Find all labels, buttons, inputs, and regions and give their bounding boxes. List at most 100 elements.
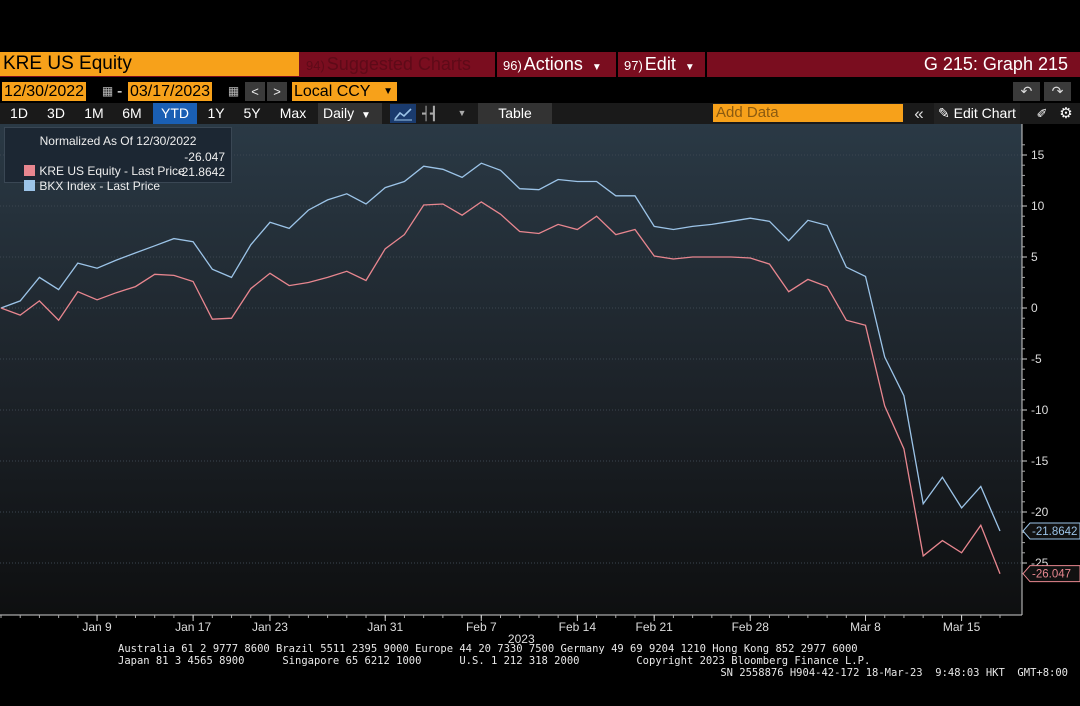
bar-chart-button[interactable]: ┥┫ (420, 104, 440, 123)
menu-divider (495, 52, 497, 77)
redo-button[interactable]: ↷ (1044, 82, 1071, 101)
legend-value: -21.8642 (177, 165, 225, 179)
legend-swatch (24, 180, 36, 191)
range-1d-button[interactable]: 1D (10, 105, 28, 121)
last-value-tag-box (1022, 565, 1080, 583)
range-5y-button[interactable]: 5Y (243, 105, 261, 121)
frequency-select[interactable]: Daily ▼ (318, 103, 382, 124)
last-value-tag: -21.8642 (1022, 522, 1080, 540)
legend-value: -26.047 (184, 150, 225, 164)
collapse-button[interactable]: « (907, 103, 931, 124)
edit-label: Edit (644, 54, 676, 74)
x-axis: Jan 9 Jan 17 Jan 23 Jan 31 Feb 7 Feb 14 Feb 21… (0, 614, 1022, 646)
legend-label: KRE US Equity - Last Price (39, 164, 185, 178)
y-tick-label: -10 (1031, 403, 1049, 417)
range-1m-button[interactable]: 1M (84, 105, 104, 121)
y-tick-label: 0 (1031, 301, 1038, 315)
last-value-tag-text: -26.047 (1032, 569, 1071, 581)
chart-type-dropdown[interactable]: ▼ (452, 104, 472, 123)
actions-menu[interactable]: 96) Actions ▼ (503, 52, 602, 76)
footer-contacts-line1: Australia 61 2 9777 8600 Brazil 5511 239… (118, 643, 858, 655)
series-line-bkx (0, 162, 1001, 532)
y-tick-label: -15 (1031, 454, 1049, 468)
settings-button[interactable]: ⚙ (1055, 103, 1077, 124)
edit-menu[interactable]: 97) Edit ▼ (624, 52, 695, 76)
chevron-down-icon: ▼ (684, 62, 695, 73)
add-data-input[interactable]: Add Data (713, 104, 903, 122)
legend-swatch (24, 165, 36, 176)
legend-header: Normalized As Of 12/30/2022 (39, 134, 197, 148)
x-tick-label: Mar 15 (943, 620, 981, 634)
chevron-down-icon: ▼ (361, 110, 371, 121)
y-tick-label: -20 (1031, 505, 1049, 519)
legend[interactable]: Normalized As Of 12/30/2022 KRE US Equit… (4, 127, 232, 193)
chevron-down-icon: ▼ (591, 62, 602, 73)
range-max-button[interactable]: Max (279, 105, 307, 121)
x-tick-label: Jan 17 (175, 620, 211, 634)
double-chevron-left-icon: « (914, 104, 924, 123)
actions-label: Actions (523, 54, 583, 74)
last-value-tag-text: -21.8642 (1032, 526, 1077, 538)
range-1y-button[interactable]: 1Y (207, 105, 225, 121)
series-line-kre (0, 201, 1001, 574)
graph-title: G 215: Graph 215 (923, 54, 1068, 74)
table-button[interactable]: Table (478, 103, 552, 124)
suggested-charts-menu[interactable]: 94) Suggested Charts (306, 52, 471, 76)
undo-button[interactable]: ↶ (1013, 82, 1040, 101)
line-chart-button[interactable] (390, 104, 416, 123)
date-separator: - (117, 83, 123, 100)
frequency-value: Daily (323, 105, 355, 121)
annotate-icon: ✐ (1036, 106, 1048, 121)
ticker-field[interactable]: KRE US Equity (0, 52, 299, 76)
legend-item-kre: KRE US Equity - Last Price (11, 150, 185, 178)
legend-item-bkx: BKX Index - Last Price (11, 165, 160, 193)
x-tick-label: Feb 21 (636, 620, 674, 634)
end-date-input[interactable]: 03/17/2023 (128, 82, 213, 101)
x-tick-label: Mar 8 (850, 620, 881, 634)
menu-divider (616, 52, 618, 77)
undo-icon: ↶ (1020, 83, 1033, 99)
pencil-icon: ✎ (938, 105, 950, 121)
edit-chart-label: Edit Chart (953, 105, 1016, 121)
actions-number: 96) (503, 58, 522, 73)
x-tick-label: Feb 14 (559, 620, 597, 634)
previous-period-button[interactable]: < (245, 82, 265, 101)
redo-icon: ↷ (1051, 83, 1064, 99)
ohlc-bar-icon: ┥┫ (422, 106, 438, 121)
x-tick-label: Feb 7 (466, 620, 497, 634)
x-tick-label: Jan 31 (367, 620, 403, 634)
annotate-button[interactable]: ✐ (1032, 103, 1052, 124)
line-chart-icon (394, 108, 412, 121)
series-lines (0, 162, 1001, 574)
x-year-label: 2023 (508, 632, 535, 646)
x-tick-label: Jan 23 (252, 620, 288, 634)
x-tick-label: Feb 28 (732, 620, 770, 634)
range-3d-button[interactable]: 3D (47, 105, 65, 121)
x-tick-label: Jan 9 (82, 620, 112, 634)
menu-divider (705, 52, 707, 77)
last-value-tag: -26.047 (1022, 565, 1080, 583)
footer-contacts-line2: Japan 81 3 4565 8900 Singapore 65 6212 1… (118, 655, 871, 667)
plot-background (0, 124, 1022, 615)
last-value-tag-box (1022, 522, 1080, 540)
y-tick-label: 10 (1031, 199, 1045, 213)
footer-serial: SN 2558876 H904-42-172 18-Mar-23 9:48:03… (720, 667, 1068, 679)
start-date-input[interactable]: 12/30/2022 (2, 82, 87, 101)
suggested-charts-label: Suggested Charts (326, 54, 471, 74)
y-tick-label: 5 (1031, 250, 1038, 264)
calendar-icon[interactable]: ▦ (101, 84, 114, 98)
calendar-icon[interactable]: ▦ (227, 84, 240, 98)
chevron-down-icon: ▼ (457, 108, 467, 118)
edit-chart-button[interactable]: ✎ Edit Chart (934, 103, 1020, 124)
range-6m-button[interactable]: 6M (122, 105, 142, 121)
currency-value: Local CCY (294, 83, 371, 100)
range-ytd-button[interactable]: YTD (153, 103, 197, 124)
chevron-down-icon: ▼ (383, 86, 393, 97)
legend-label: BKX Index - Last Price (39, 179, 161, 193)
y-tick-label: 15 (1031, 148, 1045, 162)
currency-select[interactable]: Local CCY ▼ (292, 82, 397, 101)
next-period-button[interactable]: > (267, 82, 287, 101)
gear-icon: ⚙ (1059, 105, 1073, 122)
